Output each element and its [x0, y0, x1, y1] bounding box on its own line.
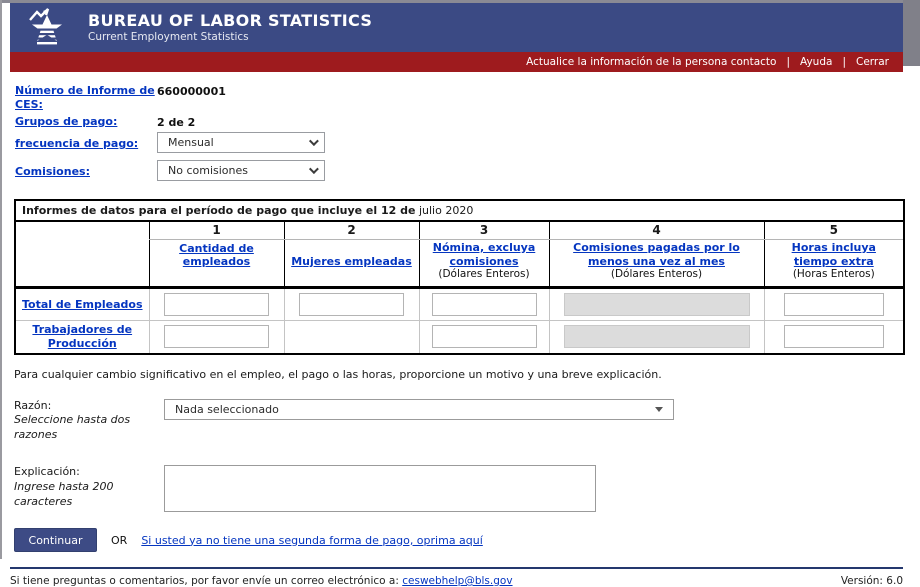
ces-report-number-label-link[interactable]: Número de Informe de CES: — [15, 84, 155, 111]
total-hours-input[interactable] — [783, 293, 884, 316]
corner-cell — [15, 221, 149, 240]
empty-cell — [283, 320, 419, 354]
explanation-row: Explicación: Ingrese hasta 200 caractere… — [14, 465, 903, 513]
commissions-column-link[interactable]: Comisiones pagadas por lo menos una vez … — [573, 240, 740, 268]
women-column-sub — [285, 269, 419, 282]
report-info-section: Número de Informe de CES: 660000001 Grup… — [10, 72, 903, 185]
header-cell-payroll: Nómina, excluya comisiones (Dólares Ente… — [418, 239, 549, 289]
production-commissions-input-disabled — [563, 325, 750, 349]
explanation-textarea[interactable] — [164, 465, 596, 513]
reason-row: Razón: Seleccione hasta dos razones Nada… — [14, 398, 903, 444]
header-cell-commissions: Comisiones pagadas por lo menos una vez … — [548, 239, 764, 289]
actions-row: Continuar OR Si usted ya no tiene una se… — [14, 528, 903, 553]
hours-column-sub: (Horas Enteros) — [792, 268, 875, 281]
production-payroll-input[interactable] — [431, 325, 537, 349]
update-contact-link[interactable]: Actualice la información de la persona c… — [526, 56, 777, 68]
table-title-row: Informes de datos para el período de pag… — [15, 199, 905, 222]
column-number-row: 1 2 3 4 5 — [15, 220, 905, 240]
pay-frequency-selected-value: Mensual — [168, 135, 214, 149]
window-left-edge — [0, 0, 2, 559]
table-row-total-employees: Total de Empleados — [15, 287, 905, 321]
page: BUREAU OF LABOR STATISTICS Current Emplo… — [10, 3, 906, 587]
dropdown-arrow-icon — [655, 406, 663, 412]
production-hours-input[interactable] — [783, 325, 884, 349]
reason-selected-value: Nada seleccionado — [175, 402, 279, 416]
reason-multiselect[interactable]: Nada seleccionado — [164, 398, 674, 420]
reason-label-block: Razón: Seleccione hasta dos razones — [14, 399, 164, 444]
column-number-3: 3 — [418, 220, 549, 240]
column-header-row: Cantidad de empleados Mujeres empleadas … — [15, 239, 905, 289]
header-cell-employees: Cantidad de empleados — [148, 239, 284, 289]
column-number-2: 2 — [283, 220, 419, 240]
commissions-select[interactable]: No comisiones — [157, 159, 325, 181]
pay-groups-value: 2 de 2 — [157, 115, 196, 129]
pay-groups-label-link[interactable]: Grupos de pago: — [15, 114, 118, 128]
agency-title: BUREAU OF LABOR STATISTICS — [88, 10, 373, 30]
pay-frequency-row: frecuencia de pago: Mensual — [15, 131, 903, 157]
payroll-column-link[interactable]: Nómina, excluya comisiones — [432, 240, 536, 268]
reason-hint: Seleccione hasta dos razones — [14, 413, 131, 442]
commissions-selected-value: No comisiones — [168, 163, 248, 177]
row-label-cell: Trabajadores de Producción — [15, 321, 149, 354]
commissions-label-link[interactable]: Comisiones: — [15, 165, 90, 179]
explanation-label-block: Explicación: Ingrese hasta 200 caractere… — [14, 465, 164, 512]
ces-report-number-value: 660000001 — [157, 85, 226, 98]
version-label: Versión: 6.0 — [840, 575, 903, 587]
commissions-column-sub: (Dólares Enteros) — [610, 268, 703, 281]
close-link[interactable]: Cerrar — [856, 56, 889, 68]
commissions-row: Comisiones: No comisiones — [15, 159, 903, 185]
table-title-bold: Informes de datos para el período de pag… — [22, 203, 416, 217]
reason-label: Razón: — [14, 398, 52, 412]
column-number-4: 4 — [548, 220, 764, 240]
pay-frequency-label-link[interactable]: frecuencia de pago: — [15, 137, 139, 151]
column-number-5: 5 — [763, 220, 905, 240]
row-label-cell: Total de Empleados — [15, 287, 149, 321]
window-top-edge — [0, 0, 920, 3]
pay-groups-row: Grupos de pago: 2 de 2 — [15, 115, 903, 129]
masthead: BUREAU OF LABOR STATISTICS Current Emplo… — [10, 3, 903, 52]
corner-cell — [15, 239, 149, 289]
production-workers-row-link[interactable]: Trabajadores de Producción — [32, 323, 133, 350]
chevron-down-icon — [308, 135, 319, 146]
total-payroll-input[interactable] — [431, 293, 537, 316]
employees-column-sub — [150, 269, 284, 282]
total-employees-count-input[interactable] — [164, 293, 269, 316]
nav-separator: | — [786, 56, 790, 68]
employees-column-link[interactable]: Cantidad de empleados — [179, 241, 254, 269]
masthead-titles: BUREAU OF LABOR STATISTICS Current Emplo… — [88, 10, 373, 44]
hours-column-link[interactable]: Horas incluya tiempo extra — [791, 240, 876, 268]
table-row-production-workers: Trabajadores de Producción — [15, 320, 905, 354]
continue-button[interactable]: Continuar — [14, 528, 97, 553]
payroll-column-sub: (Dólares Enteros) — [438, 268, 530, 281]
total-commissions-input-disabled — [563, 293, 750, 316]
pay-period-data-table: Informes de datos para el período de pag… — [14, 198, 906, 355]
column-number-1: 1 — [148, 220, 284, 240]
explanation-label: Explicación: — [14, 465, 80, 479]
program-subtitle: Current Employment Statistics — [88, 31, 249, 44]
footer: Si tiene preguntas o comentarios, por fa… — [10, 569, 903, 587]
change-explanation-note: Para cualquier cambio significativo en e… — [14, 367, 662, 381]
window-right-edge — [903, 0, 920, 66]
pay-frequency-select[interactable]: Mensual — [157, 131, 325, 153]
explanation-hint: Ingrese hasta 200 caracteres — [14, 479, 114, 508]
footer-contact-text: Si tiene preguntas o comentarios, por fa… — [10, 575, 399, 587]
ces-report-number-row: Número de Informe de CES: 660000001 — [15, 84, 903, 112]
total-women-employees-input[interactable] — [299, 293, 404, 316]
nav-separator: | — [842, 56, 846, 68]
or-label: OR — [111, 533, 128, 547]
chevron-down-icon — [308, 163, 319, 174]
footer-email-link[interactable]: ceswebhelp@bls.gov — [402, 575, 513, 587]
navbar: Actualice la información de la persona c… — [10, 52, 903, 72]
women-column-link[interactable]: Mujeres empleadas — [291, 255, 412, 269]
bls-star-logo-icon — [29, 7, 62, 44]
footer-contact: Si tiene preguntas o comentarios, por fa… — [10, 575, 513, 587]
no-second-payroll-link[interactable]: Si usted ya no tiene una segunda forma d… — [141, 533, 483, 547]
table-title-month: julio 2020 — [418, 203, 474, 217]
header-cell-women: Mujeres empleadas — [283, 239, 419, 289]
production-count-input[interactable] — [164, 325, 269, 349]
help-link[interactable]: Ayuda — [800, 56, 833, 68]
table-title: Informes de datos para el período de pag… — [15, 199, 905, 222]
header-cell-hours: Horas incluya tiempo extra (Horas Entero… — [763, 239, 905, 289]
total-employees-row-link[interactable]: Total de Empleados — [21, 297, 143, 311]
